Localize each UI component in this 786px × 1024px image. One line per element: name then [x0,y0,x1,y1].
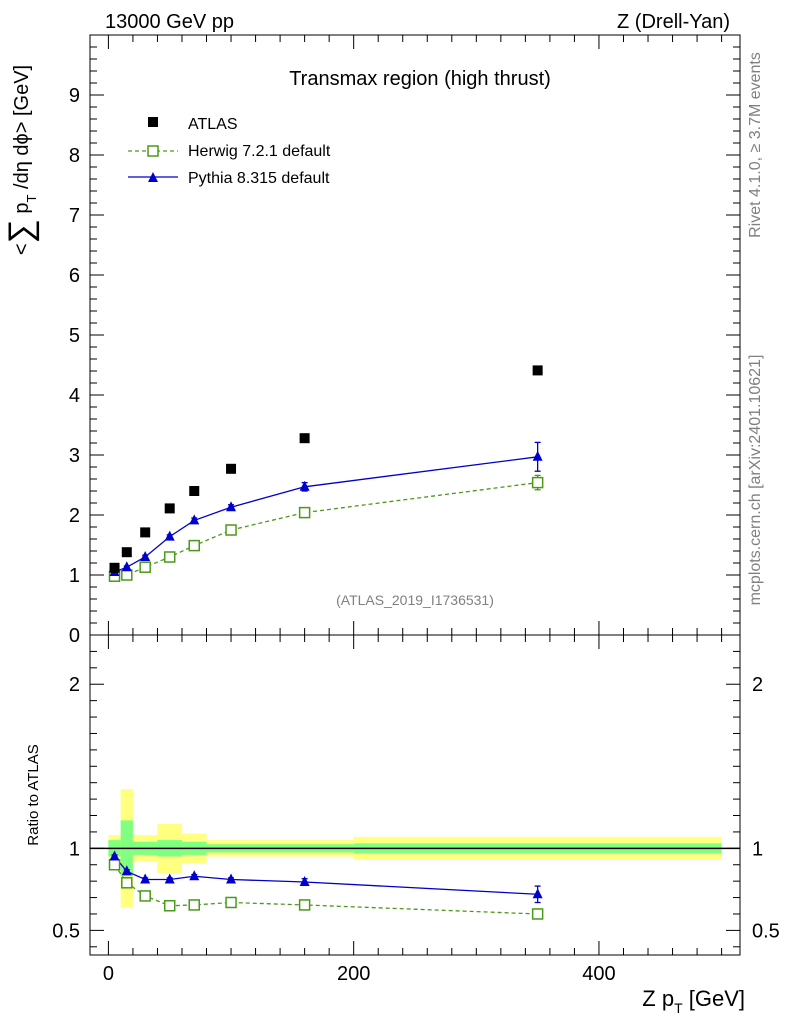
rivet-label: Rivet 4.1.0, ≥ 3.7M events [747,52,764,238]
herwig-ratio-point [163,900,176,912]
legend-label-herwig: Herwig 7.2.1 default [188,143,331,160]
ratio-frame [89,634,741,956]
y-tick-label: 4 [69,385,80,407]
x-tick-label: 200 [337,963,370,985]
herwig-ratio-point [108,858,121,871]
herwig-ratio-point [225,896,237,909]
atlas-point [299,433,310,444]
pythia-point [121,561,132,572]
pythia-point [164,530,175,541]
y-tick-label: 8 [69,145,80,167]
pythia-point [532,450,543,461]
legend-label-atlas: ATLAS [188,116,238,133]
ratio-series [108,850,544,920]
ratio-y-tick-label: 2 [69,674,80,696]
x-axis-label: Z pT [GeV] [642,986,745,1016]
main-y-axis: 0 1 2 3 4 5 6 7 8 9 [69,46,740,647]
chart-title: Transmax region (high thrust) [289,68,551,90]
header-left: 13000 GeV pp [105,11,234,33]
legend-marker-herwig [147,145,159,157]
pythia-ratio-point [109,850,120,861]
y-tick-label: 3 [69,445,80,467]
herwig-ratio-point [531,908,544,920]
pythia-line [114,456,538,573]
pythia-point [226,501,237,512]
ratio-y-axis-label: Ratio to ATLAS [25,744,42,845]
pythia-point [189,514,200,525]
pythia-ratio-point [532,888,543,899]
ratio-y-tick-label-right: 0.5 [752,920,780,942]
y-axis-label: <∑ pT /dη dϕ> [GeV] [2,65,40,255]
ratio-y-tick-label: 0.5 [52,920,80,942]
herwig-point [225,524,237,536]
y-tick-label: 1 [69,565,80,587]
atlas-point [189,486,200,496]
herwig-point [139,561,151,573]
atlas-point [164,503,175,514]
ratio-x-axis: 0 200 400 [103,635,723,985]
x-tick-label: 0 [103,963,114,985]
herwig-point [298,506,311,519]
y-tick-label: 9 [69,85,80,107]
ratio-y-tick-label: 1 [69,838,80,860]
pythia-ratio-point [226,873,237,884]
atlas-point [109,562,120,573]
herwig-point [163,551,176,563]
ratio-y-tick-label-right: 1 [752,838,763,860]
pythia-ratio-point [121,865,132,876]
herwig-ratio-point [188,899,200,911]
pythia-ratio-point [189,870,200,881]
herwig-point [188,539,200,552]
legend-marker-atlas [148,117,158,127]
pythia-ratio-point [140,873,151,884]
ratio-panel: 0.5 0.5 1 1 2 2 0 200 400 Ratio to ATLAS [25,634,780,985]
y-tick-label: 2 [69,505,80,527]
pythia-ratio-point [299,875,310,886]
analysis-tag: (ATLAS_2019_I1736531) [336,592,494,608]
herwig-point [531,476,544,489]
ratio-bands [90,789,740,908]
main-series [108,365,544,582]
pythia-point [299,480,310,491]
legend-label-pythia: Pythia 8.315 default [188,170,330,187]
legend: ATLAS Herwig 7.2.1 default Pythia 8.315 … [128,116,331,187]
y-tick-label: 7 [69,205,80,227]
ratio-y-tick-label-right: 2 [752,674,763,696]
pythia-ratio-point [164,873,175,884]
herwig-point [121,569,133,581]
y-tick-label: 5 [69,325,80,347]
mcplots-label: mcplots.cern.ch [arXiv:2401.10621] [747,355,764,606]
atlas-point [140,527,151,538]
herwig-ratio-point [121,877,133,889]
atlas-point [121,547,132,558]
y-tick-label: 6 [69,265,80,287]
main-x-ticks [107,35,723,635]
herwig-ratio-point [139,890,151,902]
ratio-y-axis: 0.5 0.5 1 1 2 2 [52,650,780,948]
pythia-point [140,551,151,561]
x-tick-label: 400 [582,963,615,985]
header-right: Z (Drell-Yan) [617,11,730,33]
herwig-ratio-point [298,899,311,911]
y-tick-label: 0 [69,625,80,647]
atlas-point [226,463,237,474]
main-panel: 0 1 2 3 4 5 6 7 8 9 Transmax region (high thrust)… [2,34,741,647]
herwig-line [114,481,538,577]
legend-marker-pythia [148,172,158,182]
atlas-point [532,365,543,376]
